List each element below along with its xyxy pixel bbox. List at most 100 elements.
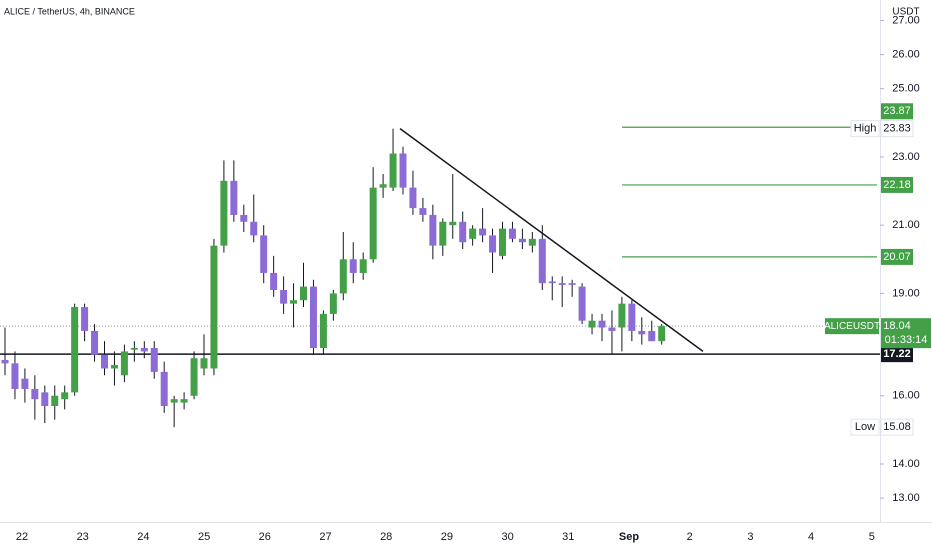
candle-body: [210, 245, 218, 369]
level-label: 22.18: [883, 179, 911, 191]
x-tick-label: 28: [380, 531, 392, 543]
y-tick-label: 23.00: [892, 151, 920, 163]
level-label-box: [881, 176, 913, 193]
high-value: 23.83: [883, 123, 911, 135]
candle-body: [329, 293, 337, 314]
symbol-label: ALICEUSDT: [824, 321, 880, 332]
candle-body: [379, 184, 387, 188]
candle-body: [51, 395, 59, 406]
candle-body: [558, 283, 566, 285]
candle-body: [588, 320, 596, 328]
candle-body: [91, 330, 99, 355]
level-label: 23.87: [883, 105, 911, 117]
x-tick-label: 4: [808, 531, 814, 543]
support-label: 17.22: [883, 348, 911, 360]
candle-body: [180, 399, 188, 403]
y-tick-label: 25.00: [892, 83, 920, 95]
chart-title: ALICE / TetherUS, 4h, BINANCE: [4, 6, 135, 16]
x-tick-label: 22: [16, 531, 28, 543]
candle-body: [578, 286, 586, 321]
candle-body: [528, 238, 536, 246]
candle-body: [449, 221, 457, 226]
candle-body: [568, 283, 576, 285]
candle-body: [319, 313, 327, 348]
candle-body: [220, 180, 228, 246]
y-tick-label: 27.00: [892, 14, 920, 26]
candle-body: [419, 208, 427, 215]
candle-body: [1, 359, 9, 364]
candle-body: [200, 358, 208, 369]
last-price-box: [881, 318, 931, 349]
x-tick-label: 27: [319, 531, 331, 543]
candle-body: [290, 300, 298, 304]
x-tick-label: 3: [747, 531, 753, 543]
candle-body: [130, 348, 138, 350]
candle-body: [499, 228, 506, 256]
candle-body: [140, 348, 148, 352]
candle-body: [250, 221, 258, 236]
candle-body: [339, 259, 347, 294]
y-tick-label: 14.00: [892, 458, 920, 470]
candle-body: [389, 153, 397, 188]
support-label-box: [881, 346, 913, 363]
candle-body: [429, 214, 437, 246]
candle-body: [110, 365, 118, 369]
candle-body: [41, 392, 49, 406]
y-tick-label: 21.00: [892, 219, 920, 231]
candle-body: [280, 290, 288, 304]
x-tick-label: 30: [501, 531, 513, 543]
candle-body: [190, 358, 198, 396]
candle-body: [479, 228, 487, 236]
candle-body: [61, 392, 69, 400]
candle-body: [409, 187, 417, 209]
high-name-box: [850, 120, 880, 138]
y-tick-label: 26.00: [892, 48, 920, 60]
x-tick-label: 24: [137, 531, 149, 543]
candle-body: [81, 307, 89, 331]
candle-body: [359, 259, 367, 273]
trendline: [399, 128, 704, 353]
candle-body: [349, 259, 357, 273]
x-tick-label: 25: [198, 531, 210, 543]
candle-body: [469, 228, 477, 239]
y-tick-label: 16.00: [892, 390, 920, 402]
candle-body: [518, 238, 526, 243]
candle-body: [508, 228, 516, 239]
countdown-label: 01:33:14: [885, 334, 928, 346]
candle-body: [21, 378, 29, 389]
candle-body: [260, 235, 268, 273]
high-name: High: [854, 123, 877, 135]
candle-body: [11, 363, 19, 389]
candle-body: [240, 214, 248, 222]
low-name: Low: [855, 421, 875, 433]
x-tick-label: 5: [869, 531, 875, 543]
level-label: 20.07: [883, 251, 911, 263]
candle-body: [648, 330, 656, 342]
candle-body: [300, 286, 307, 301]
candle-body: [548, 281, 556, 284]
candle-body: [399, 153, 407, 188]
x-tick-label: Sep: [619, 531, 639, 543]
symbol-box: [825, 318, 879, 335]
candle-body: [439, 221, 447, 246]
candle-body: [230, 180, 238, 215]
candle-body: [309, 286, 317, 348]
last-price-label: 18.04: [883, 320, 911, 332]
low-value-box: [880, 418, 914, 436]
candle-body: [538, 238, 546, 284]
candle-body: [170, 399, 178, 403]
candle-body: [369, 187, 377, 260]
candle-body: [101, 354, 108, 369]
candle-body: [270, 272, 278, 290]
candle-body: [658, 326, 666, 342]
candle-body: [489, 235, 497, 253]
x-tick-label: 31: [562, 531, 574, 543]
x-tick-label: 29: [441, 531, 453, 543]
candle-body: [150, 348, 158, 372]
x-tick-label: 2: [687, 531, 693, 543]
low-value: 15.08: [883, 421, 911, 433]
level-label-box: [881, 248, 913, 265]
